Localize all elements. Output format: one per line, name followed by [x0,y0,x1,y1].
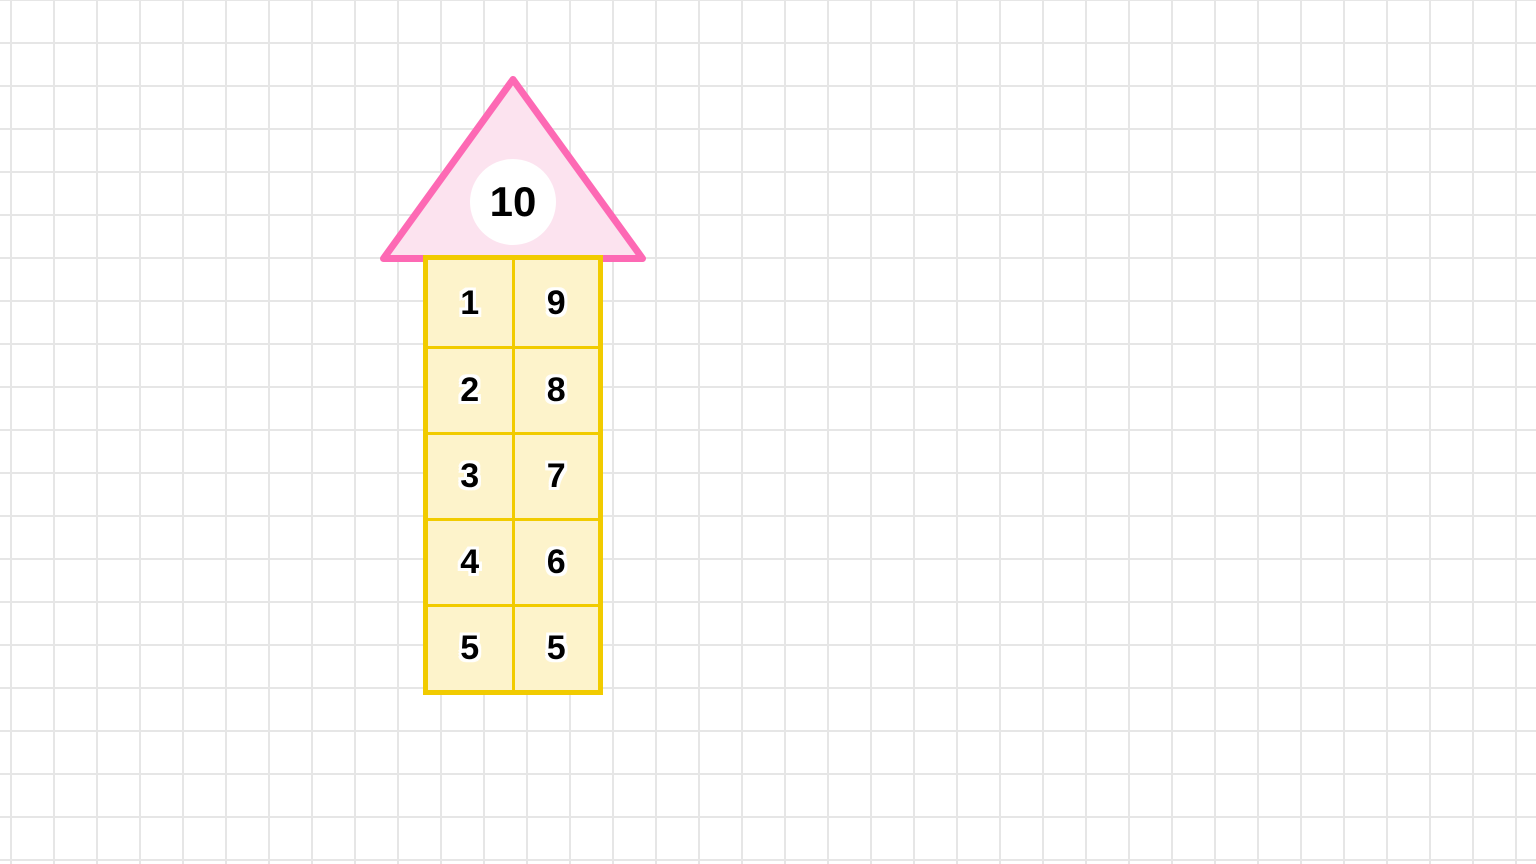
table-cell: 9 [515,260,599,346]
table-row: 46 [428,518,598,604]
table-cell: 3 [428,432,515,518]
table-cell: 2 [428,346,515,432]
graph-paper-grid [0,0,1536,864]
table-row: 19 [428,260,598,346]
cell-value: 8 [547,371,566,410]
table-cell: 5 [515,604,599,690]
table-cell: 5 [428,604,515,690]
table-cell: 8 [515,346,599,432]
cell-value: 2 [460,371,479,410]
stage: 10 1928374655 [0,0,1536,864]
table-cell: 1 [428,260,515,346]
roof-number: 10 [490,178,537,226]
number-house: 10 1928374655 [380,76,646,695]
roof: 10 [380,76,646,262]
cell-value: 7 [547,457,566,496]
cell-value: 9 [547,284,566,323]
table-row: 37 [428,432,598,518]
table-cell: 7 [515,432,599,518]
number-table: 1928374655 [423,255,603,695]
table-row: 28 [428,346,598,432]
table-cell: 4 [428,518,515,604]
table-row: 55 [428,604,598,690]
cell-value: 4 [460,543,479,582]
cell-value: 5 [547,629,566,668]
cell-value: 5 [460,629,479,668]
cell-value: 6 [547,543,566,582]
table-cell: 6 [515,518,599,604]
cell-value: 1 [460,284,479,323]
cell-value: 3 [460,457,479,496]
roof-circle: 10 [470,159,556,245]
